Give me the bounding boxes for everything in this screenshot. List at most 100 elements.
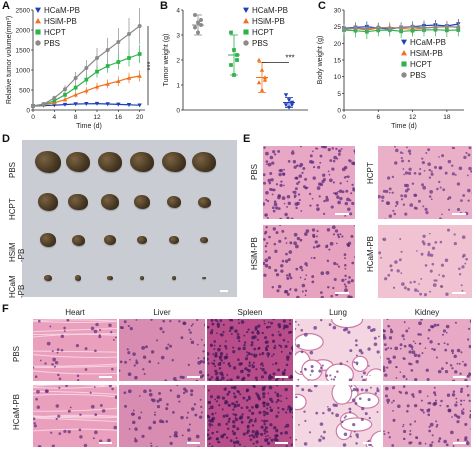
cell-nucleus	[463, 399, 465, 402]
cell-nucleus	[272, 319, 275, 321]
cell-nucleus	[159, 419, 163, 424]
cell-nucleus	[260, 375, 264, 379]
cell-nucleus	[351, 161, 355, 166]
cell-nucleus	[422, 411, 425, 414]
cell-nucleus	[295, 328, 297, 330]
cell-nucleus	[247, 352, 251, 356]
cell-nucleus	[278, 169, 282, 173]
cell-nucleus	[433, 386, 436, 389]
cell-nucleus	[414, 420, 417, 423]
cell-nucleus	[111, 387, 114, 391]
photo-row-label-hsim: HSiM -PB	[8, 242, 26, 262]
photo-row-label-hcpt: HCPT	[8, 198, 17, 220]
data-point	[342, 27, 346, 31]
cell-nucleus	[427, 148, 431, 152]
cell-nucleus	[253, 354, 257, 358]
cell-nucleus	[281, 379, 284, 381]
cell-nucleus	[278, 172, 282, 177]
cell-nucleus	[242, 346, 246, 351]
histo-f-liver-pbs	[118, 318, 206, 382]
cell-nucleus	[169, 441, 173, 445]
cell-nucleus	[354, 240, 355, 243]
x-tick-label: 6	[376, 114, 380, 121]
legend-marker-1	[401, 50, 407, 56]
cell-nucleus	[284, 430, 288, 435]
cell-nucleus	[243, 341, 247, 344]
cell-nucleus	[272, 188, 276, 192]
cell-nucleus	[197, 446, 200, 447]
cell-nucleus	[263, 432, 267, 435]
legend-label-2: HCPT	[410, 60, 432, 69]
cell-nucleus	[224, 340, 227, 343]
cell-nucleus	[162, 330, 165, 334]
cell-nucleus	[237, 358, 240, 362]
cell-nucleus	[444, 348, 448, 352]
cell-nucleus	[330, 294, 333, 298]
cell-nucleus	[76, 374, 80, 377]
cell-nucleus	[160, 355, 165, 360]
cell-nucleus	[338, 149, 342, 153]
cell-nucleus	[266, 216, 269, 219]
histo-e-label-hcam: HCaM-PB	[366, 235, 375, 272]
cell-nucleus	[411, 182, 415, 185]
cell-nucleus	[262, 410, 266, 414]
cell-nucleus	[224, 401, 228, 405]
cell-nucleus	[156, 339, 158, 342]
cell-nucleus	[296, 344, 301, 348]
cell-nucleus	[252, 435, 256, 439]
cell-nucleus	[268, 376, 272, 381]
cell-nucleus	[196, 343, 199, 346]
panel-label-b: B	[160, 0, 168, 12]
cell-nucleus	[442, 329, 446, 333]
cell-nucleus	[264, 336, 268, 340]
cell-nucleus	[402, 425, 404, 428]
cell-nucleus	[132, 420, 136, 425]
scale-bar	[453, 376, 466, 378]
cell-nucleus	[470, 170, 472, 173]
cell-nucleus	[294, 176, 298, 180]
cell-nucleus	[451, 393, 456, 397]
cell-nucleus	[430, 170, 433, 173]
cell-nucleus	[409, 423, 412, 426]
cell-nucleus	[383, 365, 386, 370]
cell-nucleus	[424, 347, 427, 349]
cell-nucleus	[280, 400, 283, 403]
cell-nucleus	[436, 323, 440, 327]
cell-nucleus	[417, 333, 420, 336]
cell-nucleus	[129, 327, 133, 331]
cell-nucleus	[367, 398, 371, 402]
cell-nucleus	[283, 290, 288, 294]
cell-nucleus	[471, 442, 472, 444]
cell-nucleus	[316, 186, 321, 190]
cell-nucleus	[274, 344, 277, 347]
cell-nucleus	[319, 422, 324, 426]
cell-nucleus	[269, 187, 273, 191]
cell-nucleus	[380, 256, 383, 259]
cell-nucleus	[381, 199, 384, 203]
cell-nucleus	[428, 195, 432, 198]
cell-nucleus	[135, 359, 138, 362]
cell-nucleus	[36, 389, 40, 394]
cell-nucleus	[124, 404, 127, 408]
cell-nucleus	[289, 288, 292, 291]
tumor-specimen	[68, 193, 88, 211]
cell-nucleus	[419, 292, 423, 296]
data-point	[105, 48, 110, 52]
data-point	[259, 87, 265, 92]
data-point	[95, 69, 99, 74]
cell-nucleus	[295, 320, 297, 323]
cell-nucleus	[301, 290, 304, 293]
cell-nucleus	[215, 376, 219, 380]
cell-nucleus	[289, 411, 292, 414]
cell-nucleus	[169, 435, 172, 438]
cell-nucleus	[362, 371, 366, 375]
cell-nucleus	[268, 265, 272, 270]
cell-nucleus	[403, 173, 405, 176]
cell-nucleus	[384, 386, 389, 391]
cell-nucleus	[237, 319, 240, 321]
cell-nucleus	[354, 225, 355, 227]
cell-nucleus	[187, 411, 190, 414]
cell-nucleus	[207, 415, 211, 419]
cell-nucleus	[430, 198, 433, 201]
cell-nucleus	[468, 344, 471, 349]
